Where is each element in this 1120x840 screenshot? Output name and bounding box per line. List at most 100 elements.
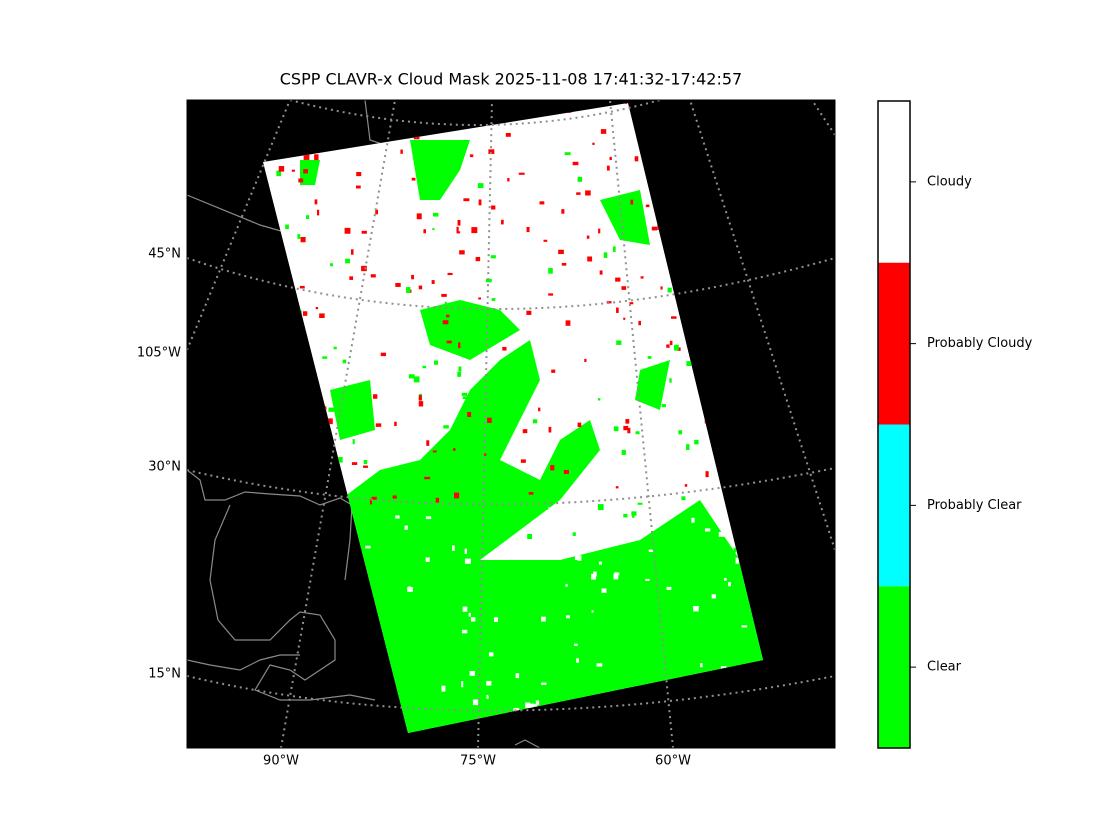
speck [526, 226, 530, 233]
speck [505, 132, 511, 137]
speck [461, 392, 468, 396]
speck [657, 661, 663, 664]
speck [418, 285, 423, 290]
speck [534, 613, 541, 619]
speck [647, 356, 652, 359]
speck [543, 239, 548, 242]
speck [471, 227, 478, 234]
speck [564, 152, 571, 156]
speck [488, 693, 493, 697]
speck [623, 425, 629, 431]
speck [671, 316, 677, 319]
speck [467, 411, 472, 418]
speck [623, 317, 626, 320]
speck [587, 256, 593, 262]
speck [615, 486, 619, 489]
speck [545, 506, 549, 510]
speck [333, 346, 337, 350]
speck [689, 537, 694, 544]
speck [371, 496, 377, 500]
speck [423, 629, 427, 633]
speck [572, 532, 576, 536]
speck [600, 129, 607, 134]
speck [488, 652, 494, 657]
speck [459, 250, 465, 255]
speck [733, 547, 737, 553]
speck [666, 344, 670, 348]
speck [577, 176, 583, 182]
speck [351, 462, 358, 465]
speck [515, 673, 520, 679]
speck [352, 439, 355, 445]
graticule [187, 100, 835, 748]
speck [669, 535, 673, 538]
speck [541, 616, 546, 622]
speck [541, 659, 547, 663]
speck [446, 340, 452, 344]
speck [704, 528, 711, 532]
speck [480, 654, 486, 658]
speck [572, 583, 578, 590]
speck [631, 511, 637, 516]
lon-label: 75°W [460, 754, 496, 769]
speck [615, 277, 621, 282]
speck [365, 545, 371, 549]
speck [603, 672, 609, 679]
speck [303, 154, 310, 160]
speck [408, 374, 415, 379]
speck [580, 628, 586, 632]
speck [620, 525, 626, 532]
speck [464, 558, 471, 564]
speck [435, 497, 440, 503]
speck [502, 346, 507, 351]
speck [700, 663, 703, 668]
speck [558, 249, 564, 255]
speck [551, 369, 556, 373]
speck [517, 413, 520, 418]
speck [363, 465, 368, 468]
speck [613, 426, 619, 432]
speck [577, 422, 582, 428]
lat-label: 105°W [137, 346, 181, 361]
speck [330, 263, 333, 267]
speck [404, 525, 408, 530]
speck [603, 252, 608, 258]
speck [430, 580, 436, 584]
speck [569, 561, 575, 565]
speck [349, 276, 354, 280]
speck [411, 274, 414, 280]
speck [741, 625, 748, 628]
speck [665, 501, 672, 507]
speck [520, 459, 526, 463]
speck [374, 584, 377, 591]
speck [380, 352, 387, 357]
speck [621, 286, 627, 290]
speck [434, 360, 438, 365]
speck [486, 695, 489, 699]
speck [432, 450, 437, 453]
speck [522, 429, 528, 434]
speck [705, 471, 709, 478]
speck [385, 475, 389, 480]
colorbar-segment [878, 586, 910, 748]
speck [640, 276, 644, 279]
speck [350, 249, 354, 255]
speck [677, 656, 683, 660]
speck [591, 610, 594, 613]
colorbar-label: Clear [927, 660, 962, 675]
speck [416, 213, 422, 220]
lon-label: 90°W [263, 754, 299, 769]
colorbar-segment [878, 424, 910, 587]
colorbar-segment [878, 101, 910, 263]
speck [514, 369, 521, 372]
speck [535, 700, 540, 705]
speck [526, 310, 532, 315]
speck [494, 458, 499, 462]
speck [625, 419, 630, 424]
map-area [187, 100, 835, 748]
speck [315, 306, 319, 310]
speck [721, 616, 726, 623]
speck [606, 301, 612, 304]
speck [592, 142, 595, 145]
colorbar-frame [877, 100, 911, 749]
